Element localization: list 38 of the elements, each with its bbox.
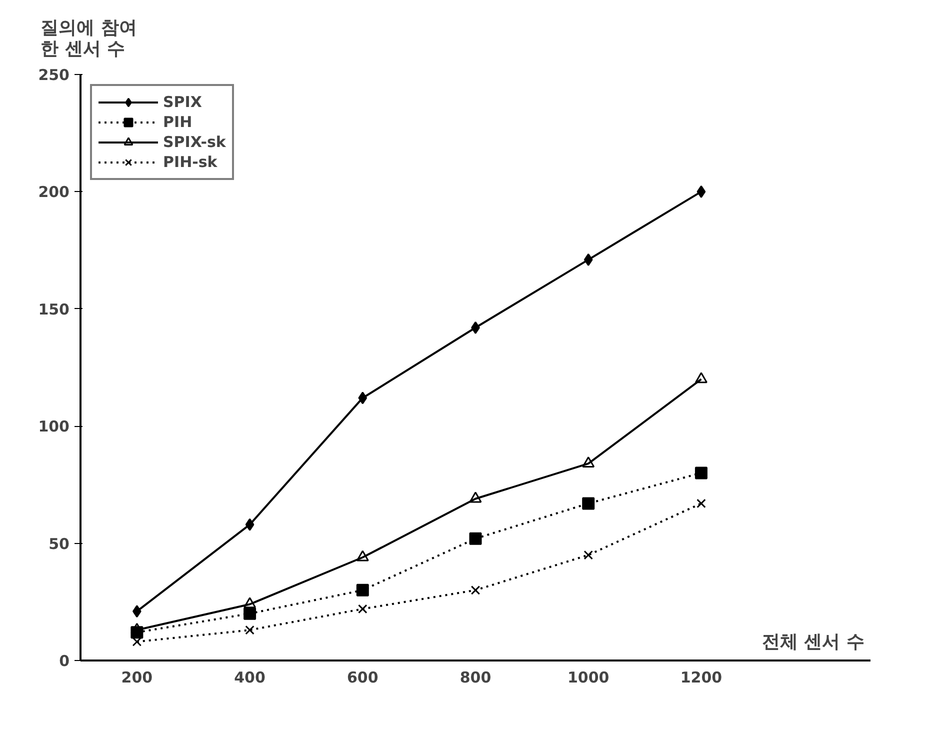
y-tick-label: 50 bbox=[48, 534, 70, 553]
point bbox=[584, 550, 593, 560]
x-axis-title: 전체 센서 수 bbox=[762, 632, 865, 652]
point bbox=[245, 625, 254, 635]
point bbox=[469, 532, 482, 545]
x-tick-label: 600 bbox=[346, 668, 378, 686]
x-tick-label: 1200 bbox=[680, 668, 722, 686]
y-tick-label: 250 bbox=[38, 66, 70, 84]
y-tick-label: 0 bbox=[59, 652, 70, 670]
point bbox=[244, 607, 256, 620]
point bbox=[584, 253, 593, 266]
y-axis-title: 질의에 참여 한 센서 수 bbox=[40, 18, 137, 60]
point bbox=[582, 456, 595, 468]
point bbox=[356, 584, 369, 596]
point bbox=[469, 492, 482, 503]
y-tick-label: 150 bbox=[38, 300, 70, 318]
point bbox=[358, 604, 368, 614]
point bbox=[694, 466, 708, 480]
point bbox=[245, 518, 254, 531]
point bbox=[582, 497, 595, 510]
y-tick-label: 200 bbox=[38, 183, 70, 202]
x-tick-label: 200 bbox=[121, 668, 153, 686]
legend-label: PIH-sk bbox=[163, 153, 218, 171]
point bbox=[696, 498, 706, 508]
y-tick-label: 100 bbox=[38, 418, 70, 436]
x-tick-label: 800 bbox=[460, 668, 492, 686]
point bbox=[358, 392, 368, 404]
legend-label: PIH bbox=[163, 113, 192, 131]
point bbox=[356, 550, 369, 562]
x-tick-label: 1000 bbox=[567, 668, 610, 686]
point bbox=[694, 372, 708, 384]
point bbox=[696, 185, 706, 198]
point bbox=[132, 637, 142, 646]
point bbox=[244, 597, 256, 608]
point bbox=[470, 586, 480, 595]
legend-label: SPIX bbox=[163, 93, 202, 111]
legend-label: SPIX-sk bbox=[163, 133, 226, 151]
x-tick-label: 400 bbox=[234, 668, 266, 686]
